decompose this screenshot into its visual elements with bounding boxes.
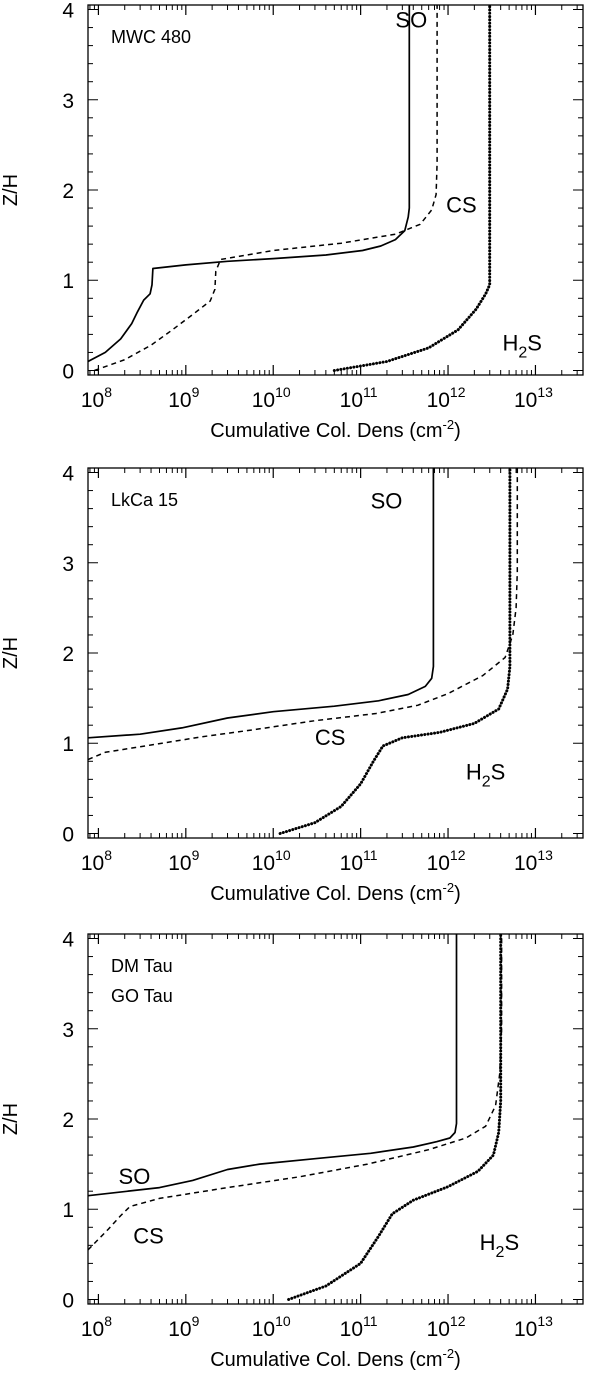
x-tick-label: 1013 xyxy=(514,847,553,875)
y-tick-label: 3 xyxy=(62,90,74,113)
x-tick-label: 108 xyxy=(81,1313,112,1341)
series-label: CS xyxy=(446,193,477,218)
y-tick-label: 0 xyxy=(62,360,74,383)
x-tick-label: 109 xyxy=(168,384,199,412)
x-tick-label: 1011 xyxy=(340,847,378,875)
series-line-so xyxy=(88,5,411,363)
chart-panel-2: 108 109 1010 1011 1012 1013 0 1 2 3 4 SO CS H2S LkCa 1… xyxy=(0,463,584,905)
series-label: H2S xyxy=(480,1230,519,1261)
x-tick-label: 1011 xyxy=(340,384,378,412)
series-line-cs xyxy=(88,468,519,761)
x-tick-label: 1012 xyxy=(427,1313,466,1341)
panel-annotation: LkCa 15 xyxy=(111,490,178,510)
x-tick-label: 1012 xyxy=(427,847,466,875)
plot-frame xyxy=(87,4,584,376)
series-label: H2S xyxy=(503,331,542,362)
y-tick-label: 0 xyxy=(62,823,74,846)
series-label: CS xyxy=(315,725,346,750)
x-axis-label: Cumulative Col. Dens (cm-2) xyxy=(210,417,461,442)
y-tick-label: 1 xyxy=(62,270,74,293)
y-tick-label: 3 xyxy=(62,1019,74,1042)
series-line-h2s xyxy=(332,5,492,372)
y-axis-label: Z/H xyxy=(0,1103,22,1135)
plot-frame xyxy=(87,933,584,1305)
y-tick-label: 4 xyxy=(62,0,74,23)
y-tick-label: 3 xyxy=(62,553,74,576)
y-tick-label: 2 xyxy=(62,180,74,203)
series-line-h2s xyxy=(287,934,503,1301)
y-axis-label: Z/H xyxy=(0,174,22,206)
series-label: SO xyxy=(371,489,403,514)
y-tick-label: 2 xyxy=(62,643,74,666)
x-tick-label: 1010 xyxy=(252,847,291,875)
x-minor-ticks xyxy=(89,5,578,375)
x-axis-label: Cumulative Col. Dens (cm-2) xyxy=(210,1346,461,1371)
y-tick-label: 1 xyxy=(62,733,74,756)
chart-panel-1: 108 109 1010 1011 1012 1013 0 1 2 3 4 SO CS H2S MWC 48… xyxy=(0,0,584,442)
y-tick-label: 4 xyxy=(62,929,74,952)
panel-annotation: GO Tau xyxy=(111,986,173,1006)
series-label: CS xyxy=(133,1224,164,1249)
panel-annotation: MWC 480 xyxy=(111,27,191,47)
series-line-h2s xyxy=(278,468,512,835)
x-tick-label: 109 xyxy=(168,1313,199,1341)
series-line-cs xyxy=(88,934,503,1251)
y-axis-label: Z/H xyxy=(0,637,22,669)
y-tick-label: 1 xyxy=(62,1199,74,1222)
series-line-so xyxy=(88,468,435,739)
x-tick-label: 109 xyxy=(168,847,199,875)
series-label: H2S xyxy=(466,759,505,790)
x-tick-label: 1012 xyxy=(427,384,466,412)
series-line-so xyxy=(88,934,458,1197)
x-minor-ticks xyxy=(89,468,578,838)
x-tick-label: 1010 xyxy=(252,1313,291,1341)
y-tick-label: 2 xyxy=(62,1109,74,1132)
series-label: SO xyxy=(119,1164,151,1189)
series-label: SO xyxy=(395,8,427,33)
y-tick-label: 4 xyxy=(62,463,74,486)
y-tick-label: 0 xyxy=(62,1289,74,1312)
x-tick-label: 1013 xyxy=(514,1313,553,1341)
series-line-cs xyxy=(94,5,438,372)
x-tick-label: 108 xyxy=(81,847,112,875)
x-tick-label: 108 xyxy=(81,384,112,412)
x-tick-label: 1013 xyxy=(514,384,553,412)
x-axis-label: Cumulative Col. Dens (cm-2) xyxy=(210,880,461,905)
x-tick-label: 1010 xyxy=(252,384,291,412)
panel-annotation: DM Tau xyxy=(111,956,173,976)
x-minor-ticks xyxy=(89,934,578,1304)
plot-frame xyxy=(87,467,584,839)
x-tick-label: 1011 xyxy=(340,1313,378,1341)
chart-panel-3: 108 109 1010 1011 1012 1013 0 1 2 3 4 SO CS H2S DM Tau… xyxy=(0,929,584,1371)
